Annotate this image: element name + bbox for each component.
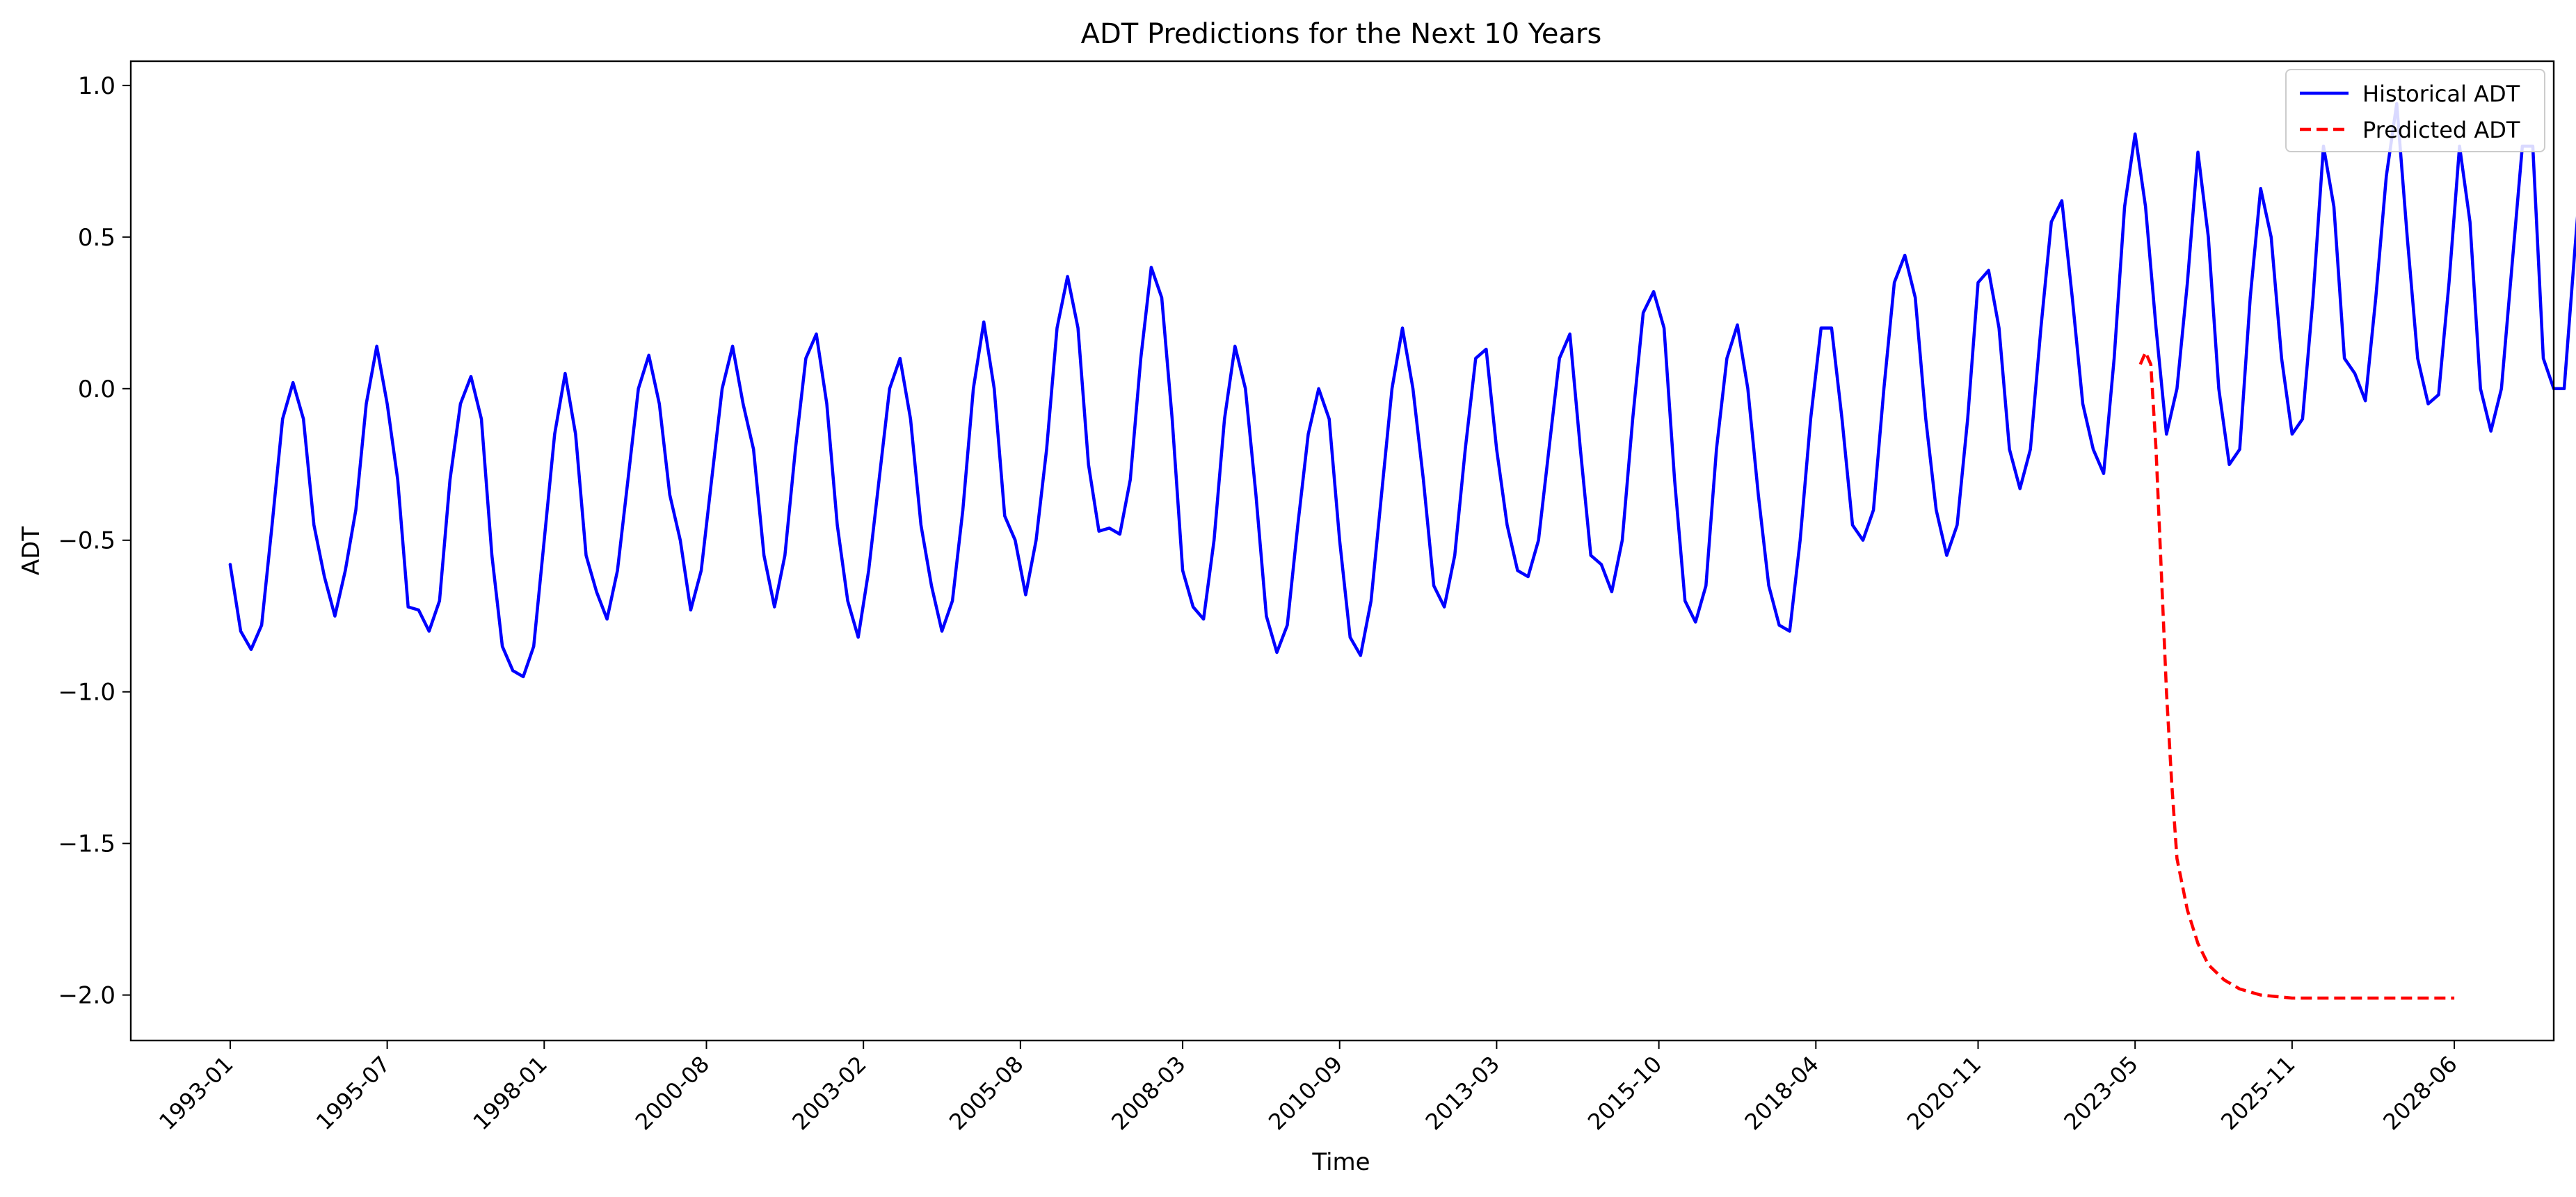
series-line-1	[228, 102, 2576, 679]
y-tick-label: 1.0	[78, 72, 115, 100]
y-tick-label: −2.0	[58, 982, 115, 1010]
y-tick-label: 0.0	[78, 376, 115, 403]
y-tick-label: −0.5	[58, 527, 115, 555]
legend-label: Predicted ADT	[2362, 117, 2520, 143]
x-axis-label: Time	[1311, 1148, 1370, 1176]
y-tick-label: −1.0	[58, 679, 115, 707]
chart-title: ADT Predictions for the Next 10 Years	[1081, 18, 1602, 50]
legend-box	[2285, 69, 2545, 152]
plot-frame	[129, 60, 2555, 1042]
legend: Historical ADT Predicted ADT	[2285, 69, 2545, 152]
y-axis: 1.0 0.5 0.0 −0.5 −1.0 −1.5 −2.0	[58, 72, 131, 1010]
plot-area	[228, 102, 2576, 1000]
legend-label: Historical ADT	[2362, 81, 2520, 107]
y-tick-label: −1.5	[58, 830, 115, 858]
series-line-2	[2138, 351, 2455, 1000]
y-axis-label: ADT	[17, 527, 45, 575]
y-tick-label: 0.5	[78, 224, 115, 252]
